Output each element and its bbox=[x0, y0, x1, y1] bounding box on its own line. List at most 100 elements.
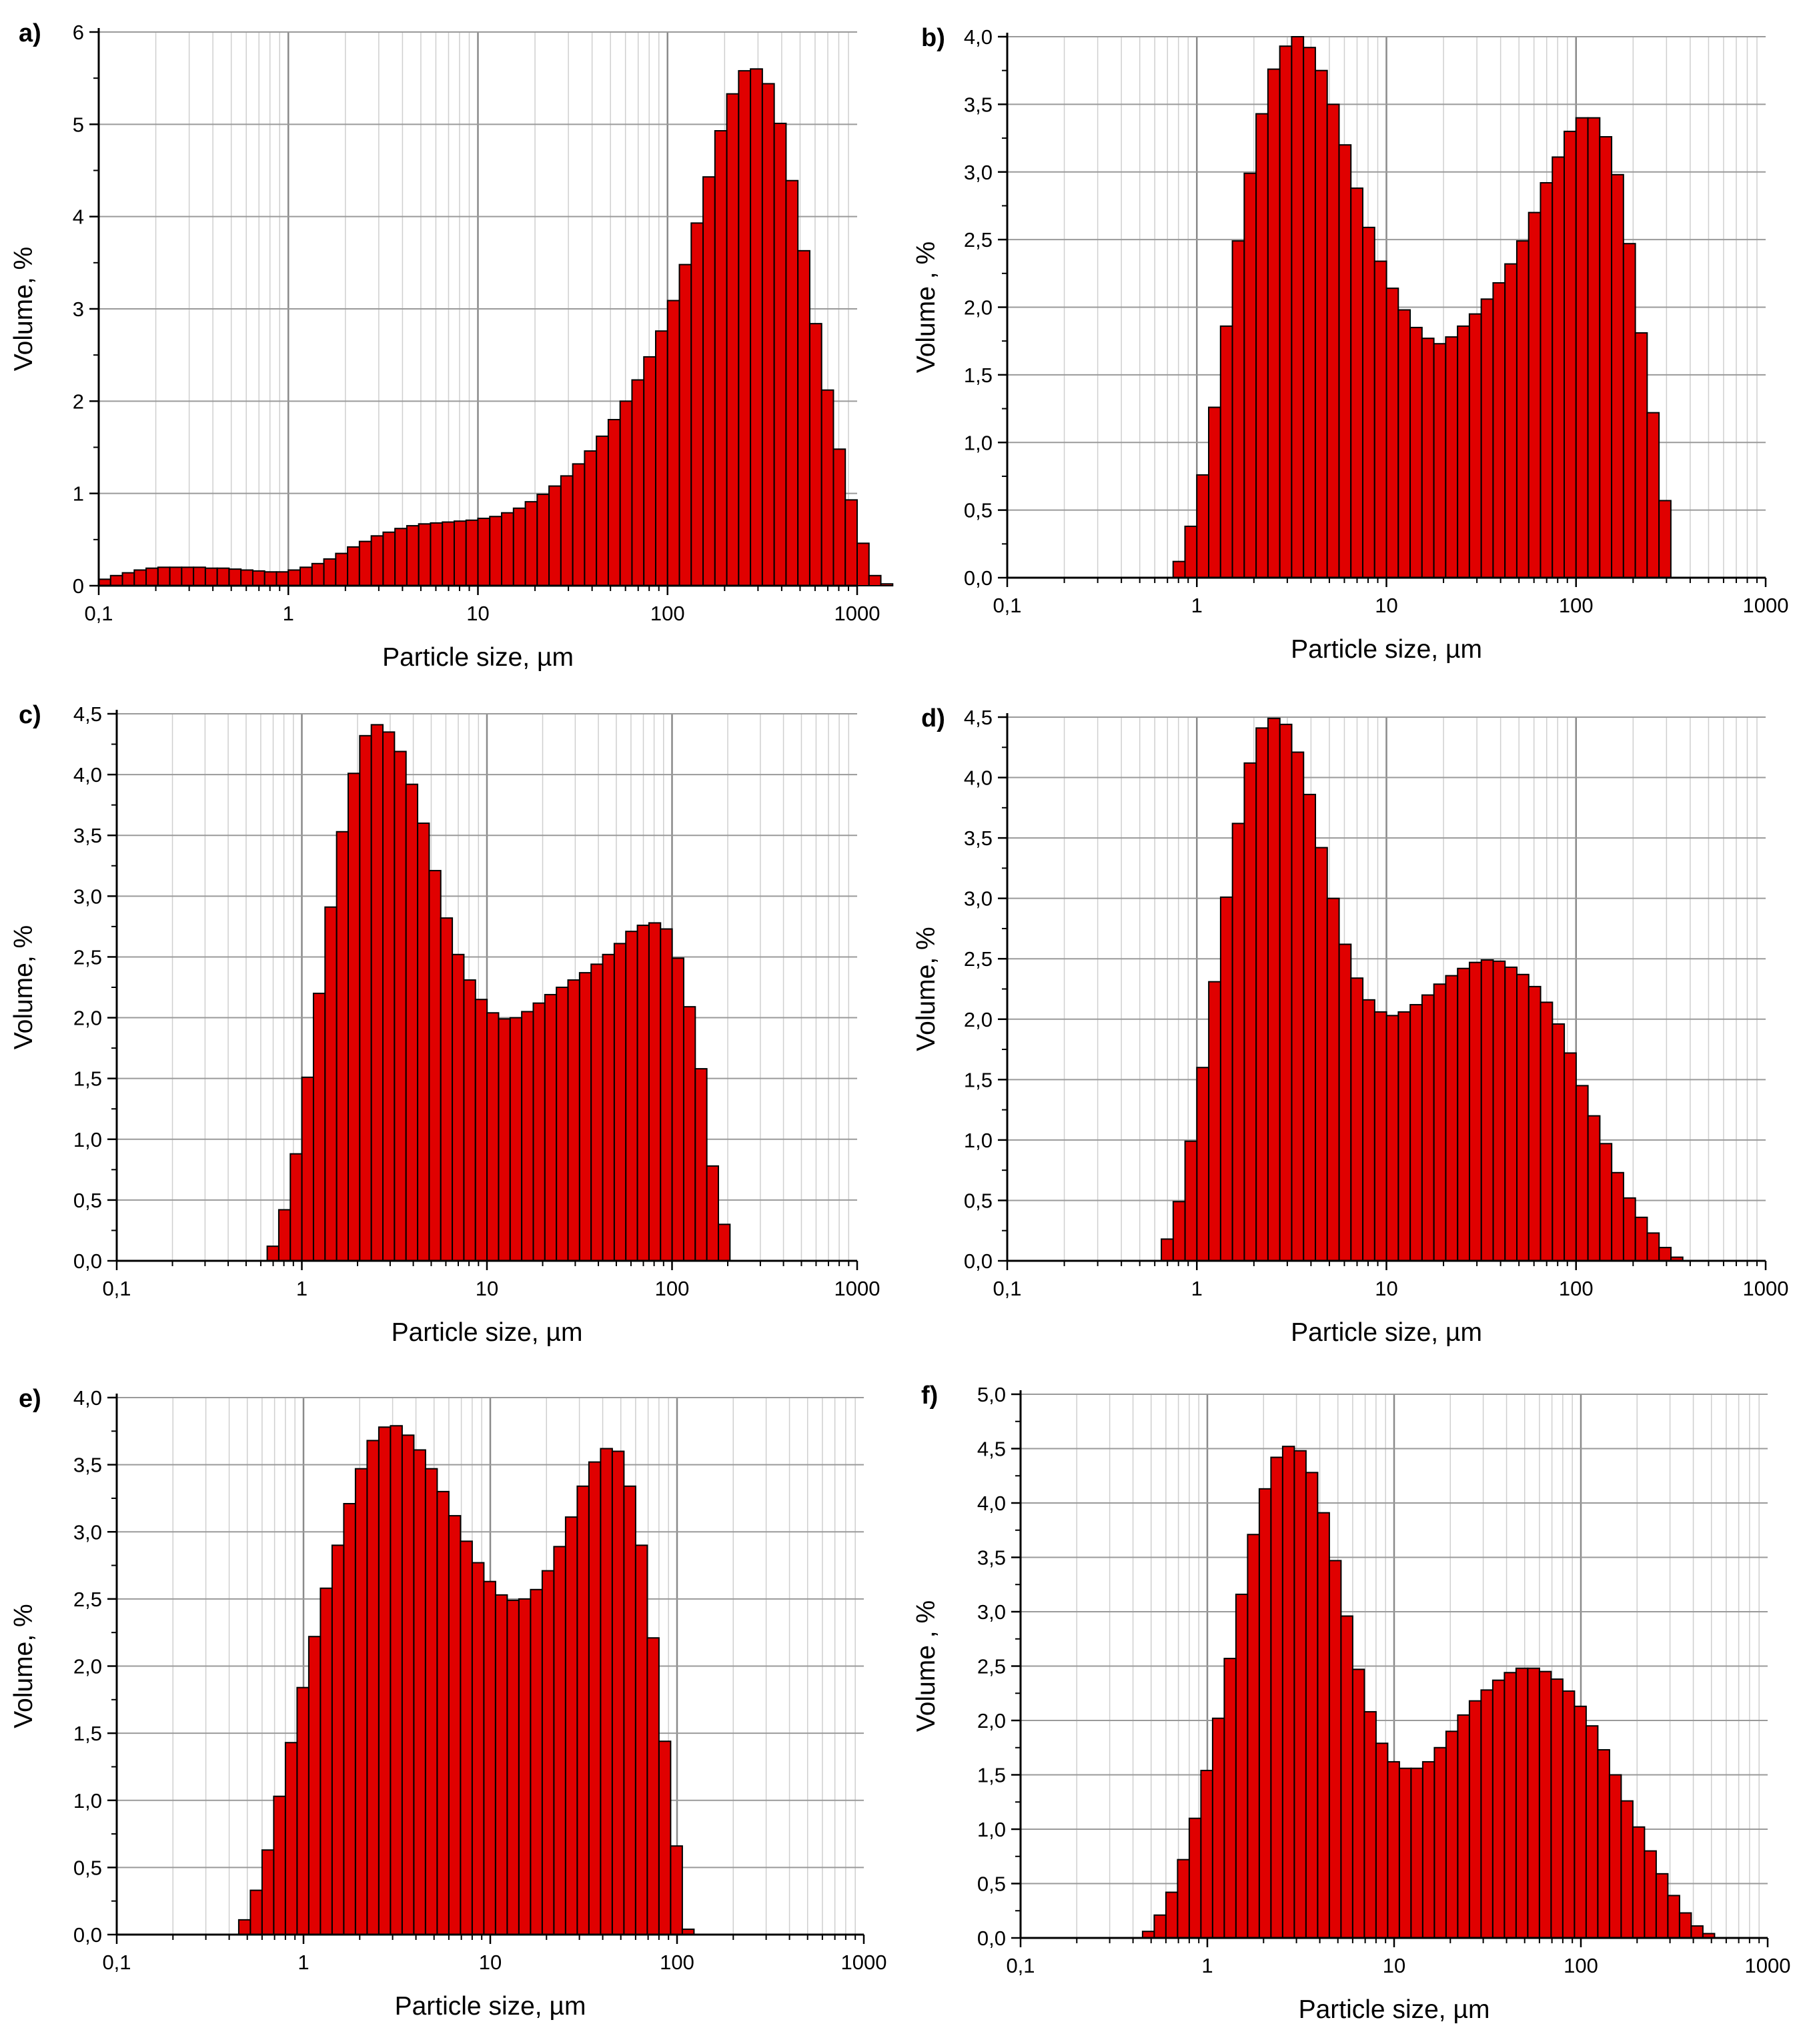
bars bbox=[1172, 36, 1672, 579]
bar bbox=[1361, 226, 1375, 578]
bar bbox=[619, 400, 633, 586]
bar bbox=[193, 566, 206, 586]
bar bbox=[1457, 1714, 1470, 1939]
bar bbox=[343, 1502, 356, 1936]
bar bbox=[1457, 967, 1470, 1261]
bar bbox=[658, 1740, 672, 1935]
bar bbox=[181, 566, 195, 586]
bar bbox=[424, 1468, 438, 1936]
bar bbox=[564, 1516, 578, 1936]
bar bbox=[1421, 338, 1435, 578]
bar bbox=[578, 972, 592, 1261]
bar bbox=[880, 583, 894, 587]
bar bbox=[471, 1562, 485, 1936]
bar bbox=[1597, 1749, 1610, 1939]
x-tick-label: 1000 bbox=[1743, 1277, 1789, 1300]
x-axis-title: Particle size, µm bbox=[1299, 1995, 1490, 2024]
bar bbox=[460, 1540, 473, 1935]
x-tick-label: 0,1 bbox=[102, 1277, 131, 1300]
bar bbox=[820, 389, 834, 586]
bar bbox=[299, 566, 313, 586]
bar bbox=[1540, 181, 1554, 579]
y-tick-label: 4,0 bbox=[73, 763, 102, 787]
bar bbox=[670, 1845, 683, 1935]
bar bbox=[354, 1468, 368, 1936]
bar bbox=[1279, 723, 1293, 1262]
bar bbox=[600, 1448, 613, 1936]
bar bbox=[1503, 1672, 1517, 1939]
y-tick-label: 4,5 bbox=[73, 702, 102, 726]
x-tick-label: 0,1 bbox=[993, 1277, 1021, 1300]
bar bbox=[1644, 1850, 1657, 1939]
bar bbox=[320, 1587, 333, 1935]
bar bbox=[536, 494, 550, 586]
x-tick-label: 10 bbox=[466, 602, 489, 625]
bar bbox=[1317, 1512, 1330, 1939]
bar bbox=[808, 323, 822, 586]
x-tick-label: 10 bbox=[476, 1277, 498, 1300]
bar bbox=[1338, 943, 1352, 1261]
bar bbox=[1188, 1817, 1202, 1939]
bar bbox=[1433, 343, 1447, 578]
bar bbox=[1231, 240, 1245, 578]
y-tick-label: 6 bbox=[73, 21, 84, 44]
bar bbox=[623, 1485, 636, 1935]
bar bbox=[512, 507, 526, 586]
bar bbox=[1655, 1873, 1669, 1939]
y-axis-title: Volume , % bbox=[912, 241, 941, 373]
x-tick-label: 10 bbox=[1383, 1954, 1405, 1977]
bar bbox=[335, 552, 349, 586]
bar bbox=[588, 1461, 602, 1936]
bar bbox=[498, 1018, 511, 1261]
bar bbox=[249, 1889, 263, 1936]
bar bbox=[1562, 1690, 1576, 1939]
bar bbox=[1620, 1800, 1634, 1939]
x-tick-label: 0,1 bbox=[84, 602, 113, 625]
bar bbox=[474, 999, 488, 1261]
bar bbox=[1208, 406, 1221, 578]
bar bbox=[1421, 994, 1435, 1261]
bar bbox=[347, 773, 361, 1262]
bar bbox=[284, 1742, 298, 1936]
bar bbox=[1338, 144, 1352, 578]
bar bbox=[1646, 1232, 1660, 1261]
panel-label: f) bbox=[921, 1382, 938, 1410]
bar bbox=[1153, 1914, 1167, 1939]
bar bbox=[643, 356, 656, 587]
bar bbox=[378, 1426, 392, 1935]
y-tick-label: 2,5 bbox=[977, 1655, 1006, 1678]
bar bbox=[336, 831, 349, 1261]
bar bbox=[868, 574, 882, 586]
y-axis-title: Volume, % bbox=[9, 925, 38, 1049]
bar bbox=[266, 1245, 279, 1262]
x-axis-title: Particle size, µm bbox=[382, 643, 574, 672]
bars bbox=[237, 1425, 695, 1936]
x-tick-label: 1000 bbox=[841, 1951, 887, 1974]
y-tick-label: 3,0 bbox=[964, 161, 993, 184]
bar bbox=[1492, 960, 1506, 1261]
bar bbox=[324, 906, 338, 1261]
bar bbox=[1587, 117, 1601, 578]
y-tick-label: 3,0 bbox=[964, 887, 993, 911]
bar bbox=[1492, 282, 1506, 578]
x-tick-label: 100 bbox=[1564, 1954, 1598, 1977]
bar bbox=[1350, 187, 1363, 578]
bar bbox=[717, 1223, 731, 1261]
bar bbox=[1373, 1011, 1387, 1261]
bar bbox=[1480, 298, 1494, 578]
x-tick-label: 100 bbox=[655, 1277, 690, 1300]
bar bbox=[1172, 1201, 1186, 1261]
bar bbox=[494, 1594, 508, 1935]
bar bbox=[560, 475, 574, 587]
bar bbox=[678, 264, 692, 586]
bar bbox=[1243, 172, 1257, 578]
bar bbox=[1445, 336, 1459, 578]
bar bbox=[366, 1440, 380, 1935]
y-tick-label: 0,0 bbox=[73, 1923, 102, 1947]
bar bbox=[1632, 1826, 1646, 1939]
x-tick-label: 1 bbox=[1191, 594, 1203, 617]
bar bbox=[1410, 1767, 1423, 1939]
x-tick-label: 1 bbox=[1191, 1277, 1203, 1300]
y-tick-label: 2,5 bbox=[964, 947, 993, 971]
